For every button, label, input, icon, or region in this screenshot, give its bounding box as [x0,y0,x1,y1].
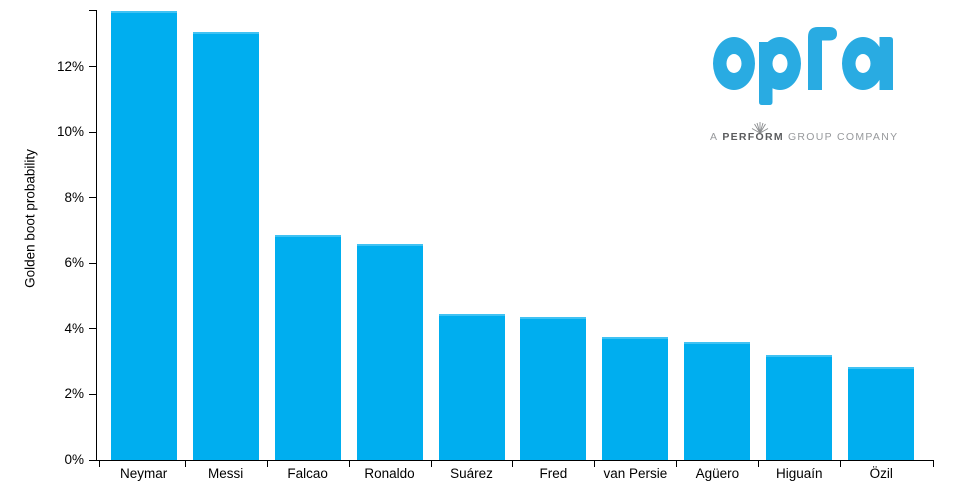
y-tick [89,131,96,133]
x-tick [594,461,596,467]
y-axis-cap-tick [89,10,96,11]
y-tick [89,328,96,330]
x-axis-category-label: Higuaín [776,466,823,481]
x-axis-line [96,460,934,461]
perform-tagline: A PERF ORM GROUP COMPANY [710,122,940,143]
bar [274,235,341,460]
tagline-perform-o: O [755,131,765,143]
bar [684,342,751,460]
y-tick [89,197,96,199]
y-axis-tick-label: 8% [64,189,84,205]
y-tick [89,393,96,395]
y-tick [89,459,96,461]
y-axis-tick-label: 10% [56,124,84,140]
y-axis-tick-label: 0% [64,452,84,467]
x-axis-category-label: Suárez [450,466,493,481]
x-tick [933,461,935,467]
bar [192,32,259,460]
y-axis-tick-label: 4% [64,320,84,336]
y-axis-title: Golden boot probability [22,149,38,288]
opta-logo [713,27,893,105]
tagline-suffix: GROUP COMPANY [787,131,899,143]
x-tick [99,461,101,467]
x-tick [512,461,514,467]
x-tick [676,461,678,467]
bar [438,314,505,460]
bar [110,10,177,460]
tagline-perform-pre: PERF [722,131,756,143]
x-tick [430,461,432,467]
x-axis-category-label: Fred [539,466,568,481]
y-axis-tick-label: 2% [64,386,84,402]
opta-letter-t [808,27,837,90]
y-tick [89,262,96,264]
bar [356,243,423,460]
bar [848,366,915,460]
opta-letter-o [713,37,755,90]
bar [602,337,669,460]
x-tick [184,461,186,467]
x-axis-category-label: Agüero [695,466,740,481]
x-axis-category-label: Özil [869,466,893,481]
tagline-perform-post: RM [765,131,784,143]
tagline-prefix: A [710,131,719,143]
x-tick [840,461,842,467]
y-axis-line [96,10,97,461]
x-tick [348,461,350,467]
bar [766,355,833,460]
perform-starburst-icon [752,122,769,134]
bar [520,317,587,460]
x-axis-category-label: Ronaldo [364,466,415,481]
x-axis-category-label: Neymar [120,466,168,481]
opta-letter-a [842,37,884,90]
y-tick [89,66,96,68]
x-tick [758,461,760,467]
x-tick [266,461,268,467]
x-axis-category-label: van Persie [603,466,668,481]
x-axis-category-label: Messi [208,466,244,481]
y-axis-tick-label: 6% [64,255,84,271]
x-axis-category-label: Falcao [287,466,328,481]
y-axis-tick-label: 12% [56,58,84,74]
